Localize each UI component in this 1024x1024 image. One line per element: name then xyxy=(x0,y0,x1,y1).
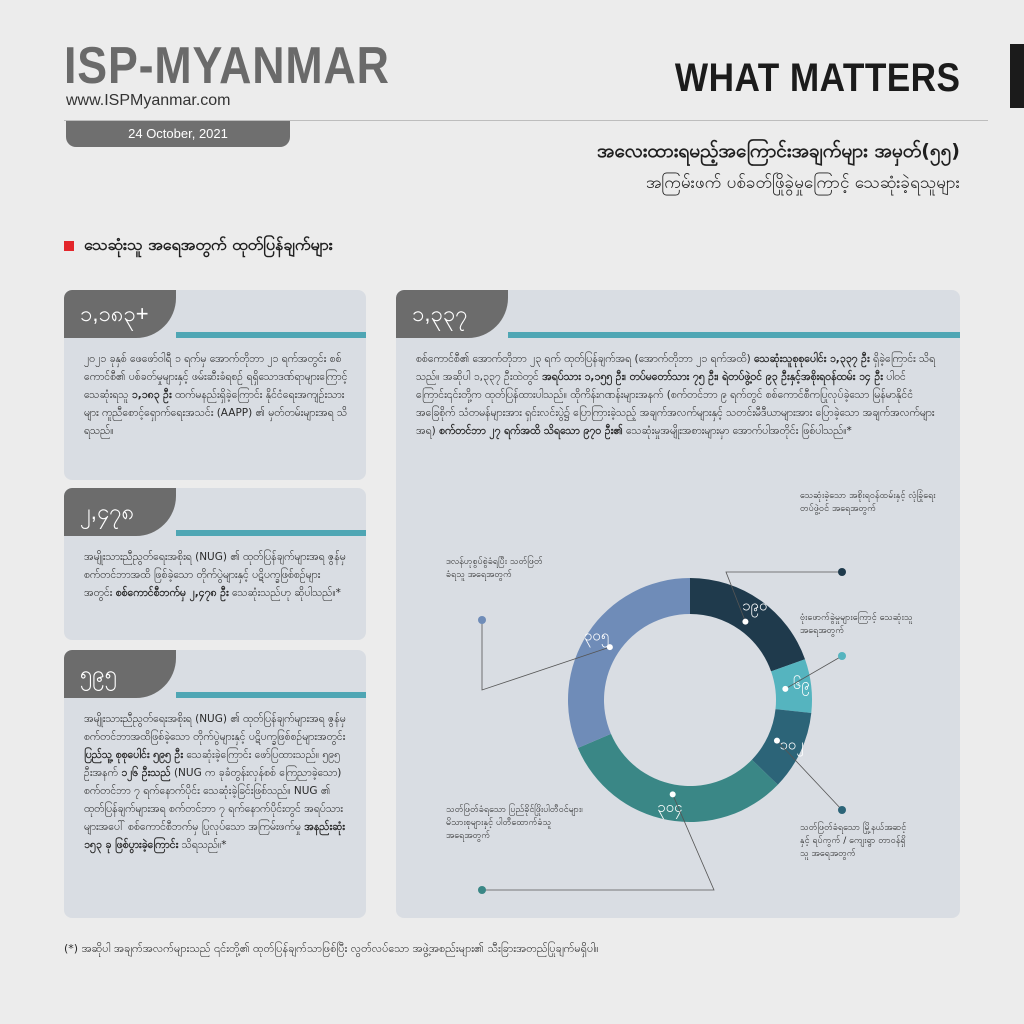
slice-value-label: ၁၉၀ xyxy=(742,597,767,618)
stat-card-description: အမျိုးသားညီညွတ်ရေးအစိုးရ (NUG) ၏ ထုတ်ပြန… xyxy=(84,713,346,851)
chart-callout-label: သတ်ဖြတ်ခံရသော မြို့နယ်အဆင့်နှင့် ရပ်ကွက်… xyxy=(800,823,907,859)
header-accent-bar xyxy=(1010,44,1024,108)
slice-value-label: ၆၉ xyxy=(793,675,810,696)
page-subtitle: အကြမ်းဖက် ပစ်ခတ်ဖြိုခွဲမှုကြောင့် သေဆုံး… xyxy=(645,173,960,193)
callout-dot xyxy=(669,791,676,798)
slice-value-label: ၃၀၅ xyxy=(584,626,609,647)
page-title: အလေးထားရမည့်အကြောင်းအချက်များ အမှတ်(၅၅) xyxy=(597,140,960,162)
callout-line xyxy=(725,571,842,622)
slice-value-label: ၁၀၂ xyxy=(779,735,803,756)
section-heading: သေဆုံးသူ အရေအတွက် ထုတ်ပြန်ချက်များ xyxy=(64,234,333,258)
stat-card-number: ၅၉၅ xyxy=(64,650,176,698)
stat-card-description: စစ်ကောင်စီ၏ အောက်တိုဘာ ၂၃ ရက် ထုတ်ပြန်ချ… xyxy=(416,353,936,437)
callout-dot xyxy=(773,737,780,744)
donut-slice xyxy=(690,578,806,672)
donut-slice xyxy=(771,659,812,714)
donut-slice xyxy=(751,709,812,785)
stat-card-number: ၁,၁၈၃+ xyxy=(64,290,176,338)
callout-line xyxy=(481,620,610,691)
callout-end-dot xyxy=(838,568,846,576)
callout-end-dot xyxy=(838,806,846,814)
tab-accent-line xyxy=(176,332,366,338)
callout-line xyxy=(785,655,843,690)
callout-dot xyxy=(606,644,613,651)
header-divider xyxy=(64,120,988,121)
stat-card-number: ၂,၄၇၈ xyxy=(64,488,176,536)
chart-callout-label: ဗုံးဖောက်ခွဲမှုများကြောင့် သေဆုံးသူအရေအတ… xyxy=(800,613,913,636)
red-square-icon xyxy=(64,241,74,251)
donut-slice xyxy=(568,578,690,749)
website-url[interactable]: www.ISPMyanmar.com xyxy=(66,92,231,109)
callout-dot xyxy=(782,685,789,692)
tab-accent-line xyxy=(176,692,366,698)
callout-line xyxy=(776,740,843,811)
publish-date: 24 October, 2021 xyxy=(66,121,290,147)
chart-callout-label: သေဆုံးခဲ့သော အစိုးရဝန်ထမ်းနှင့် လုံခြုံရ… xyxy=(800,491,936,514)
callout-end-dot xyxy=(838,652,846,660)
brand-logo-text: ISP-MYANMAR xyxy=(64,37,390,95)
tab-accent-line xyxy=(176,530,366,536)
footnote: (*) အဆိုပါ အချက်အလက်များသည် ၎င်းတို့၏ ထု… xyxy=(64,942,599,955)
slice-value-label: ၃၀၄ xyxy=(657,798,682,819)
callout-end-dot xyxy=(478,616,486,624)
stat-card-aapp: ၁,၁၈၃+ ၂၀၂၁ ခုနှစ် ဖေဖော်ဝါရီ ၁ ရက်မှ အေ… xyxy=(64,290,366,480)
chart-callout-label: သတ်ဖြတ်ခံရသော ပြည်ခိုင်ဖြိုးပါတီဝင်များ၊… xyxy=(446,805,583,841)
chart-callout-label: ဒလန်ဟုစွပ်စွဲခံရပြီး သတ်ဖြတ်ခံရသူ အရေအတွ… xyxy=(446,557,543,580)
stat-card-nug-military: ၂,၄၇၈ အမျိုးသားညီညွတ်ရေးအစိုးရ (NUG) ၏ ထ… xyxy=(64,488,366,640)
callout-end-dot xyxy=(478,886,486,894)
donut-slice xyxy=(577,733,778,822)
tab-accent-line xyxy=(508,332,960,338)
callout-dot xyxy=(742,618,749,625)
stat-card-number: ၁,၃၃၇ xyxy=(396,290,508,338)
stat-card-description: အမျိုးသားညီညွတ်ရေးအစိုးရ (NUG) ၏ ထုတ်ပြန… xyxy=(84,551,346,599)
stat-card-nug-civilians: ၅၉၅ အမျိုးသားညီညွတ်ရေးအစိုးရ (NUG) ၏ ထုတ… xyxy=(64,650,366,918)
section-title: သေဆုံးသူ အရေအတွက် ထုတ်ပြန်ချက်များ xyxy=(84,235,333,254)
series-title: WHAT MATTERS xyxy=(674,56,960,100)
stat-card-description: ၂၀၂၁ ခုနှစ် ဖေဖော်ဝါရီ ၁ ရက်မှ အောက်တိုဘ… xyxy=(84,353,348,437)
callout-line xyxy=(482,794,715,891)
